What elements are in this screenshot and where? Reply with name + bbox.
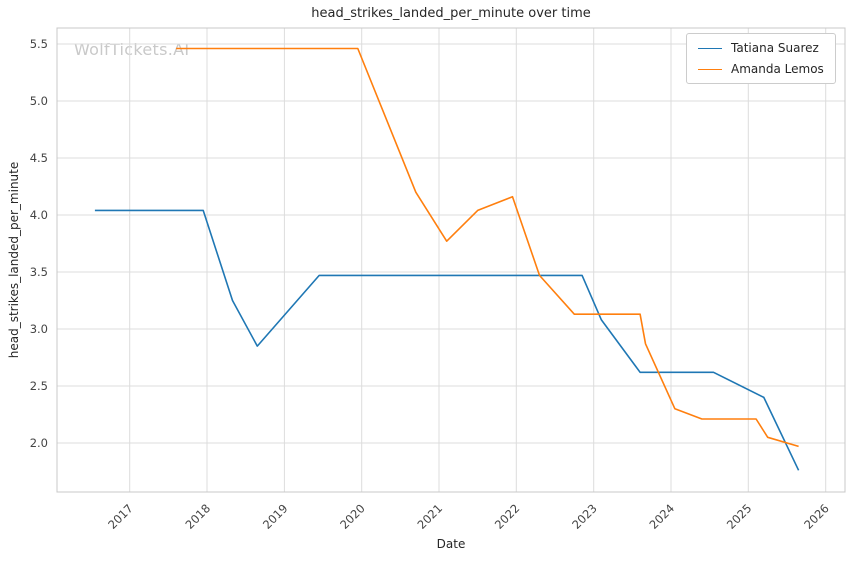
watermark: WolfTickets.AI <box>74 40 190 59</box>
y-tick-label: 5.0 <box>30 94 48 108</box>
chart-title: head_strikes_landed_per_minute over time <box>311 6 591 21</box>
legend-label: Amanda Lemos <box>731 62 824 76</box>
x-tick-label: 2018 <box>183 501 214 532</box>
y-tick-label: 2.5 <box>30 379 48 393</box>
legend-item-tatiana-suarez: Tatiana Suarez <box>698 41 824 55</box>
x-tick-label: 2025 <box>724 501 755 532</box>
x-tick-label: 2021 <box>415 501 446 532</box>
y-tick-label: 3.5 <box>30 265 48 279</box>
x-tick-label: 2023 <box>569 501 600 532</box>
plot-border <box>56 27 846 493</box>
series-line-tatiana-suarez <box>94 209 800 471</box>
x-tick-label: 2022 <box>492 501 523 532</box>
x-tick-label: 2026 <box>801 501 832 532</box>
x-axis-label: Date <box>436 537 466 551</box>
legend-item-amanda-lemos: Amanda Lemos <box>698 62 824 76</box>
y-tick-label: 2.0 <box>30 436 48 450</box>
y-tick-label: 4.0 <box>30 208 48 222</box>
legend-label: Tatiana Suarez <box>731 41 819 55</box>
x-tick-label: 2024 <box>647 501 678 532</box>
series-line-amanda-lemos <box>176 47 799 448</box>
x-tick-label: 2017 <box>105 501 136 532</box>
legend-line-swatch-orange <box>698 68 722 70</box>
y-tick-label: 4.5 <box>30 151 48 165</box>
x-tick-label: 2019 <box>260 501 291 532</box>
x-tick-label: 2020 <box>337 501 368 532</box>
legend: Tatiana Suarez Amanda Lemos <box>686 33 836 84</box>
y-tick-label: 3.0 <box>30 322 48 336</box>
legend-line-swatch-blue <box>698 47 722 49</box>
y-tick-label: 5.5 <box>30 37 48 51</box>
